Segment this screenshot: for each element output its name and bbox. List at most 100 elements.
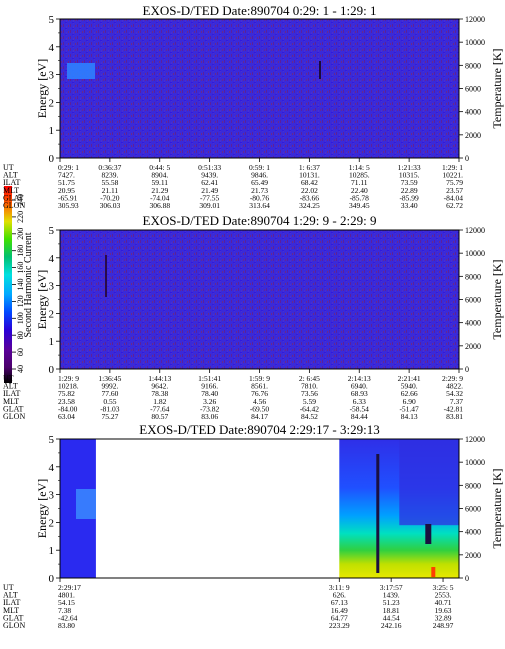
y-axis-label: Energy [eV] [35, 270, 49, 329]
orbit-row-value: 2:29: 9 [442, 374, 463, 383]
orbit-row-value: 7.38 [58, 606, 71, 615]
orbit-row-value: -51.47 [399, 404, 419, 413]
orbit-row-value: -84.00 [58, 404, 78, 413]
orbit-row-value: 248.97 [433, 621, 454, 630]
orbit-row-value: -84.04 [444, 193, 464, 202]
colorbar-tick-label: 60 [16, 348, 25, 356]
orbit-row-value: 75.27 [101, 412, 118, 421]
y2-tick-label: 4000 [465, 108, 481, 117]
orbit-row-value: 7427. [58, 171, 75, 180]
y2-tick-label: 2000 [465, 131, 481, 140]
orbit-row-value: 0:59: 1 [249, 163, 270, 172]
y2-tick-label: 4000 [465, 319, 481, 328]
orbit-row-value: 62.41 [201, 178, 218, 187]
orbit-row-value: 75.82 [58, 389, 75, 398]
heatmap-area [60, 19, 459, 158]
orbit-row-value: 68.93 [351, 389, 368, 398]
orbit-row-value: 83.81 [446, 412, 463, 421]
orbit-row-value: 3:11: 9 [329, 583, 350, 592]
orbit-row-value: 22.40 [351, 186, 368, 195]
orbit-row-value: 10221. [442, 171, 463, 180]
orbit-row-value: 83.06 [201, 412, 218, 421]
orbit-row-value: 1:29: 1 [442, 163, 463, 172]
colorbar-ticks: 40 60 80 100 120 140 160 180 200 220 240 [12, 194, 25, 373]
orbit-row-value: 0:51:33 [198, 163, 221, 172]
orbit-row-value: 1:21:33 [398, 163, 421, 172]
y-tick-label: 1 [49, 545, 55, 557]
orbit-row-value: 54.15 [58, 598, 75, 607]
orbit-row-value: 19.63 [435, 606, 452, 615]
orbit-row-value: 65.49 [251, 178, 268, 187]
orbit-row-label: GLAT [3, 193, 24, 202]
orbit-row-value: 10285. [349, 171, 370, 180]
heatmap-spike [319, 61, 321, 79]
orbit-row-value: -83.66 [300, 193, 320, 202]
orbit-row-value: 4.56 [253, 397, 266, 406]
orbit-row-value: -85.78 [350, 193, 370, 202]
orbit-row-value: 305.93 [58, 201, 79, 210]
y2-axis-label: Temperature [K] [490, 259, 504, 339]
orbit-row-value: 80.57 [151, 412, 168, 421]
orbit-row-value: 18.81 [383, 606, 400, 615]
y-tick-label: 4 [49, 253, 55, 265]
orbit-row-value: 6.33 [353, 397, 366, 406]
heatmap-patch [67, 63, 95, 79]
orbit-row-value: -42.64 [58, 613, 78, 622]
orbit-row-value: 76.76 [251, 389, 268, 398]
orbit-row-value: 7.37 [450, 397, 463, 406]
y2-tick-label: 12000 [465, 435, 485, 444]
orbit-row-value: 10131. [299, 171, 320, 180]
orbit-row-value: 8904. [151, 171, 168, 180]
orbit-row-value: -70.20 [100, 193, 120, 202]
heatmap-spike [105, 255, 107, 297]
orbit-row-value: 3:25: 5 [433, 583, 454, 592]
orbit-row-value: 4801. [58, 591, 75, 600]
orbit-row-value: 242.16 [381, 621, 402, 630]
orbit-row-value: 5.59 [303, 397, 316, 406]
colorbar-tick-label: 100 [16, 312, 25, 324]
orbit-row-value: -42.81 [444, 404, 464, 413]
colorbar-tick-label: 120 [16, 295, 25, 307]
colorbar-tick-label: 200 [16, 228, 25, 240]
orbit-row-value: 8239. [101, 171, 118, 180]
orbit-row-value: 67.13 [331, 598, 348, 607]
orbit-row-value: 6940. [351, 382, 368, 391]
orbit-row-value: -69.50 [250, 404, 270, 413]
orbit-row-value: 6.90 [403, 397, 416, 406]
heatmap-area [60, 230, 459, 369]
orbit-row-value: 16.49 [331, 606, 348, 615]
orbit-row-label: ILAT [3, 389, 20, 398]
y-tick-label: 1 [49, 336, 55, 348]
y2-tick-label: 8000 [465, 481, 481, 490]
y-tick-label: 2 [49, 517, 55, 529]
orbit-row-value: 2:21:41 [398, 374, 421, 383]
colorbar-tick-label: 240 [16, 194, 25, 206]
orbit-row-value: 1:59: 9 [249, 374, 270, 383]
orbit-row-value: 313.64 [249, 201, 270, 210]
y2-tick-label: 10000 [465, 458, 485, 467]
orbit-row-value: -73.82 [200, 404, 220, 413]
orbit-row-label: ILAT [3, 178, 20, 187]
orbit-row-value: 84.13 [401, 412, 418, 421]
orbit-row-label: ALT [3, 591, 18, 600]
panel-title: EXOS-D/TED Date:890704 0:29: 1 - 1:29: 1 [143, 3, 377, 18]
orbit-row-value: 21.29 [151, 186, 168, 195]
orbit-row-value: 9992. [101, 382, 118, 391]
orbit-row-value: 324.25 [299, 201, 320, 210]
colorbar-tick-label: 40 [16, 365, 25, 373]
y2-tick-label: 10000 [465, 249, 485, 258]
y2-tick-label: 0 [465, 365, 469, 374]
orbit-row-value: 84.52 [301, 412, 318, 421]
y2-tick-label: 6000 [465, 85, 481, 94]
orbit-row-label: ALT [3, 171, 18, 180]
orbit-row-value: 23.58 [58, 397, 75, 406]
y2-tick-label: 2000 [465, 551, 481, 560]
panel-title: EXOS-D/TED Date:890704 2:29:17 - 3:29:13 [139, 422, 379, 437]
orbit-row-value: 1:29: 9 [58, 374, 79, 383]
y2-tick-label: 0 [465, 574, 469, 583]
orbit-row-value: 68.42 [301, 178, 318, 187]
orbit-row-value: 33.40 [401, 201, 418, 210]
heatmap-hotspot [431, 567, 436, 577]
orbit-row-value: 10315. [399, 171, 420, 180]
y-tick-label: 4 [49, 42, 55, 54]
